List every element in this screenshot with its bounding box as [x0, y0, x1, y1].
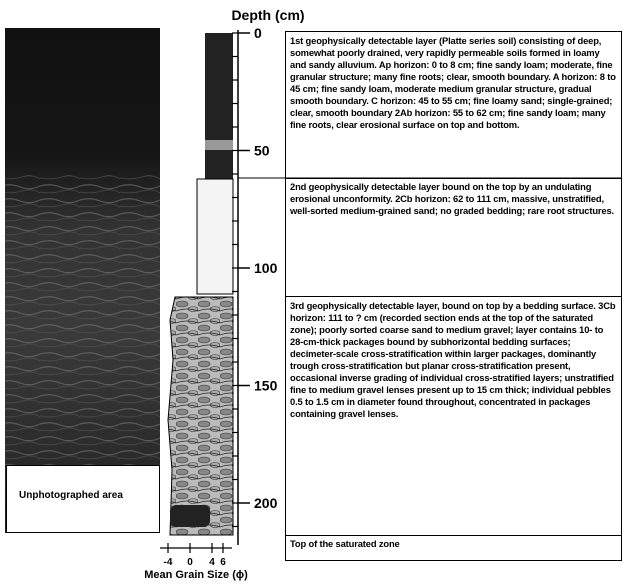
depth-tick-label: 0	[254, 25, 262, 41]
soil-column	[205, 33, 233, 179]
sand-column	[197, 179, 233, 294]
unphotographed-note: Unphotographed area	[6, 465, 160, 533]
photo-texture	[5, 175, 160, 465]
layer-description: 1st geophysically detectable layer (Plat…	[285, 31, 622, 179]
depth-tick-label: 200	[254, 495, 278, 511]
depth-tick-label: 50	[254, 143, 270, 159]
grain-tick-label: 0	[187, 557, 193, 568]
grain-tick-label: -4	[164, 557, 173, 568]
gravel-column	[168, 297, 233, 535]
gravel-dark	[170, 505, 210, 527]
figure: Depth (cm) Mean Grain Size (ϕ) 0 50 100 150…	[0, 0, 626, 584]
layer-description: 2nd geophysically detectable layer bound…	[285, 178, 622, 297]
soil-band	[205, 140, 233, 150]
depth-tick-label: 150	[254, 378, 278, 394]
grain-label: Mean Grain Size (ϕ)	[144, 569, 248, 581]
layer-description: Top of the saturated zone	[285, 535, 622, 561]
grain-tick-label: 4	[209, 557, 215, 568]
grain-tick-label: 6	[220, 557, 226, 568]
layer-description: 3rd geophysically detectable layer, boun…	[285, 296, 622, 536]
depth-tick-label: 100	[254, 260, 278, 276]
depth-label: Depth (cm)	[231, 7, 304, 23]
